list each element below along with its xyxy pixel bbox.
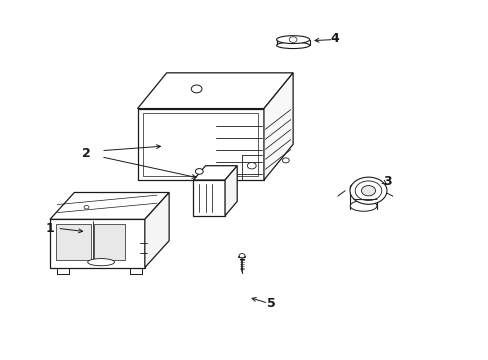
Circle shape <box>191 85 202 93</box>
Circle shape <box>282 158 288 163</box>
Ellipse shape <box>349 182 376 193</box>
Text: 5: 5 <box>266 297 275 310</box>
Polygon shape <box>137 109 264 180</box>
Polygon shape <box>193 180 224 216</box>
Ellipse shape <box>276 36 309 44</box>
Polygon shape <box>94 224 125 260</box>
Text: 2: 2 <box>82 147 91 160</box>
Ellipse shape <box>87 258 114 266</box>
Text: 3: 3 <box>383 175 391 188</box>
Ellipse shape <box>349 201 376 211</box>
Circle shape <box>354 181 381 201</box>
Circle shape <box>84 206 89 209</box>
Circle shape <box>361 185 375 196</box>
Polygon shape <box>50 219 144 267</box>
Polygon shape <box>144 193 169 267</box>
Circle shape <box>195 168 203 174</box>
Polygon shape <box>56 224 91 260</box>
Polygon shape <box>264 73 292 180</box>
Polygon shape <box>50 193 169 219</box>
Circle shape <box>239 253 244 258</box>
Polygon shape <box>137 73 292 109</box>
Text: 1: 1 <box>45 222 54 235</box>
Text: 4: 4 <box>329 32 338 45</box>
Circle shape <box>288 37 296 42</box>
Circle shape <box>247 162 256 169</box>
Polygon shape <box>224 166 237 216</box>
Ellipse shape <box>276 42 309 49</box>
Circle shape <box>349 177 386 204</box>
Polygon shape <box>193 166 237 180</box>
